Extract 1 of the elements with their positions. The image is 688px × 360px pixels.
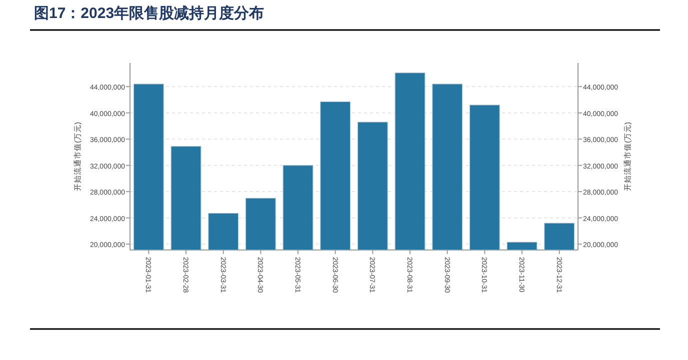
chart-title: 图17：2023年限售股减持月度分布 <box>34 4 264 22</box>
